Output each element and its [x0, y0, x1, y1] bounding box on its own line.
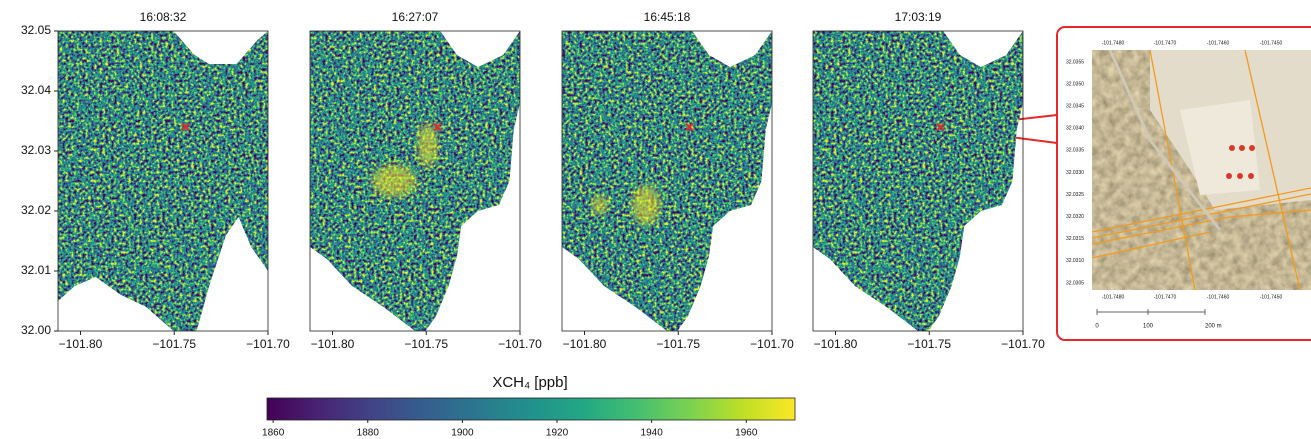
- panel-title: 16:08:32: [140, 10, 187, 24]
- panel-title: 17:03:19: [895, 10, 942, 24]
- inset-y-label: 32.0330: [1066, 170, 1084, 176]
- inset-y-label: 32.0335: [1066, 148, 1084, 154]
- x-tick-label: −101.80: [563, 337, 607, 351]
- x-tick-label: −101.70: [498, 337, 542, 351]
- heatmap-field: [562, 31, 772, 331]
- plume: [591, 195, 608, 215]
- x-tick-label: −101.75: [152, 337, 196, 351]
- colorbar-label: XCH₄ [ppb]: [492, 374, 567, 391]
- inset-y-label: 32.0340: [1066, 126, 1084, 132]
- axes-frame: [57, 30, 269, 332]
- axes-frame: [309, 30, 521, 332]
- scale-label: 0: [1095, 324, 1099, 330]
- inset-y-label: 32.0355: [1066, 59, 1084, 65]
- y-tick-label: 32.02: [21, 203, 51, 217]
- colorbar-tick-label: 1900: [451, 428, 474, 439]
- colorbar-tick-label: 1880: [357, 428, 380, 439]
- panel-title: 16:45:18: [644, 10, 691, 24]
- satellite-image: [1092, 50, 1311, 290]
- scale-label: 200 m: [1205, 324, 1222, 330]
- inset-x-label: -101.7460: [1207, 40, 1230, 46]
- plume: [372, 165, 416, 197]
- panel: 16:08:32 −101.80 −101.75 −101.70 32.00 32.01 3…: [21, 10, 290, 351]
- scale-bar: [1096, 309, 1206, 315]
- panel-title: 16:27:07: [392, 10, 439, 24]
- inset-x-label: -101.7460: [1207, 294, 1230, 300]
- panel: 16:27:07 −101.80 −101.75 −101.70: [309, 10, 542, 351]
- inset-y-label: 32.0325: [1066, 192, 1084, 198]
- inset-y-label: 32.0315: [1066, 236, 1084, 242]
- inset-y-label: 32.0320: [1066, 214, 1084, 220]
- heatmap-texture: [562, 31, 772, 331]
- y-tick-label: 32.00: [21, 323, 51, 337]
- x-tick-label: −101.75: [907, 337, 951, 351]
- inset-y-label: 32.0350: [1066, 81, 1084, 87]
- colorbar: [266, 397, 796, 421]
- source-marker: [181, 122, 190, 132]
- x-tick-label: −101.75: [656, 337, 700, 351]
- y-tick-label: 32.04: [21, 83, 51, 97]
- panel: 17:03:19 −101.80 −101.75 −101.70: [812, 10, 1045, 351]
- y-tick-label: 32.03: [21, 143, 51, 157]
- inset-x-label: -101.7470: [1154, 40, 1177, 46]
- source-marker: [936, 122, 945, 132]
- axes-frame: [812, 30, 1024, 332]
- heatmap-field: [58, 31, 268, 331]
- inset-y-label: 32.0345: [1066, 104, 1084, 110]
- inset-y-label: 32.0310: [1066, 258, 1084, 264]
- scale-label: 100: [1143, 324, 1154, 330]
- plume: [632, 185, 660, 225]
- x-tick-label: −101.75: [404, 337, 448, 351]
- inset-x-label: -101.7470: [1154, 294, 1177, 300]
- colorbar-tick-label: 1940: [641, 428, 664, 439]
- heatmap-texture: [813, 31, 1023, 331]
- heatmap-field: [310, 31, 520, 331]
- inset-x-label: -101.7480: [1102, 294, 1125, 300]
- axes-frame: [561, 30, 773, 332]
- source-marker: [685, 122, 694, 132]
- inset-y-label: 32.0305: [1066, 280, 1084, 286]
- colorbar-tick-label: 1920: [546, 428, 569, 439]
- colorbar-tick-label: 1960: [735, 428, 758, 439]
- y-tick-label: 32.01: [21, 263, 51, 277]
- x-tick-label: −101.70: [246, 337, 290, 351]
- x-tick-label: −101.70: [750, 337, 794, 351]
- heatmap-field: [813, 31, 1023, 331]
- heatmap-texture: [58, 31, 268, 331]
- inset-x-label: -101.7480: [1102, 40, 1125, 46]
- x-tick-label: −101.80: [814, 337, 858, 351]
- y-tick-label: 32.05: [21, 23, 51, 37]
- source-marker: [433, 122, 442, 132]
- inset-x-label: -101.7450: [1260, 40, 1283, 46]
- plume: [417, 123, 438, 167]
- x-tick-label: −101.80: [59, 337, 103, 351]
- x-tick-label: −101.80: [311, 337, 355, 351]
- panel: 16:45:18 −101.80 −101.75 −101.70: [561, 10, 794, 351]
- x-tick-label: −101.70: [1001, 337, 1045, 351]
- inset-x-label: -101.7450: [1260, 294, 1283, 300]
- colorbar-tick-label: 1860: [262, 428, 285, 439]
